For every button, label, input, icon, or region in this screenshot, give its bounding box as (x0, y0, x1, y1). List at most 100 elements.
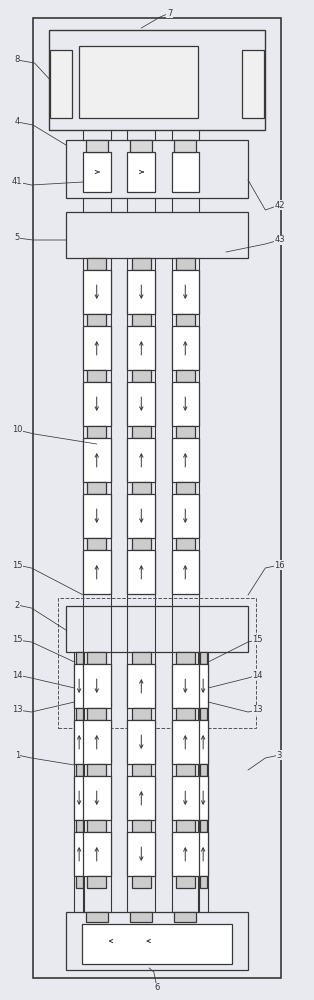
Bar (130, 140, 152, 152)
Text: 16: 16 (274, 560, 285, 570)
Bar (176, 652, 195, 664)
Text: 8: 8 (14, 55, 20, 64)
Bar (132, 314, 151, 326)
Bar (127, 438, 155, 482)
Bar (127, 832, 155, 876)
Bar (66, 606, 248, 652)
Bar (172, 664, 199, 708)
Bar (82, 924, 232, 964)
Bar (83, 326, 111, 370)
Bar (87, 708, 106, 720)
Bar (83, 494, 111, 538)
Bar (175, 140, 196, 152)
Bar (87, 314, 106, 326)
Text: 43: 43 (274, 235, 285, 244)
Text: 4: 4 (15, 117, 20, 126)
Bar (86, 140, 108, 152)
Bar (172, 152, 199, 192)
Bar (200, 764, 207, 776)
Bar (87, 820, 106, 832)
Bar (176, 426, 195, 438)
Bar (83, 832, 111, 876)
Text: 15: 15 (12, 560, 23, 570)
Bar (132, 876, 151, 888)
Bar (200, 820, 207, 832)
Bar (130, 912, 152, 922)
Text: 1: 1 (15, 750, 20, 760)
Bar (132, 820, 151, 832)
Bar (242, 50, 264, 118)
Text: 13: 13 (12, 706, 23, 714)
Bar (172, 326, 199, 370)
Bar (50, 50, 72, 118)
Bar (200, 652, 207, 664)
Bar (66, 912, 248, 970)
Bar (87, 764, 106, 776)
Bar (198, 832, 208, 876)
Bar (66, 212, 248, 258)
Bar (87, 482, 106, 494)
Bar (83, 382, 111, 426)
Bar (176, 370, 195, 382)
Bar (127, 720, 155, 764)
Bar (132, 764, 151, 776)
Bar (33, 18, 281, 978)
Bar (127, 776, 155, 820)
Bar (74, 720, 84, 764)
Bar (172, 494, 199, 538)
Bar (132, 652, 151, 664)
Bar (176, 764, 195, 776)
Bar (127, 270, 155, 314)
Text: 42: 42 (274, 200, 285, 210)
Bar (172, 438, 199, 482)
Bar (132, 426, 151, 438)
Bar (78, 46, 198, 118)
Text: 15: 15 (12, 636, 23, 645)
Bar (176, 258, 195, 270)
Bar (132, 708, 151, 720)
Bar (176, 820, 195, 832)
Bar (132, 482, 151, 494)
Text: 7: 7 (167, 8, 172, 17)
Bar (76, 820, 83, 832)
Bar (132, 258, 151, 270)
Bar (198, 776, 208, 820)
Bar (127, 152, 155, 192)
Bar (175, 912, 196, 922)
Bar (83, 550, 111, 594)
Bar (83, 776, 111, 820)
Bar (127, 382, 155, 426)
Bar (172, 550, 199, 594)
Bar (87, 876, 106, 888)
Bar (200, 708, 207, 720)
Bar (86, 912, 108, 922)
Bar (127, 550, 155, 594)
Bar (127, 664, 155, 708)
Bar (76, 708, 83, 720)
Bar (127, 494, 155, 538)
Text: 13: 13 (252, 706, 263, 714)
Bar (83, 438, 111, 482)
Bar (66, 140, 248, 198)
Text: 6: 6 (154, 984, 160, 992)
Bar (176, 876, 195, 888)
Bar (74, 832, 84, 876)
Bar (83, 664, 111, 708)
Bar (176, 708, 195, 720)
Text: 3: 3 (277, 750, 282, 760)
Text: 41: 41 (12, 178, 23, 186)
Bar (176, 482, 195, 494)
Bar (87, 370, 106, 382)
Bar (58, 598, 256, 728)
Bar (172, 832, 199, 876)
Bar (87, 426, 106, 438)
Bar (132, 538, 151, 550)
Bar (172, 270, 199, 314)
Bar (76, 764, 83, 776)
Text: 5: 5 (15, 233, 20, 242)
Bar (172, 720, 199, 764)
Bar (172, 776, 199, 820)
Bar (127, 326, 155, 370)
Bar (74, 664, 84, 708)
Text: 15: 15 (252, 636, 263, 645)
